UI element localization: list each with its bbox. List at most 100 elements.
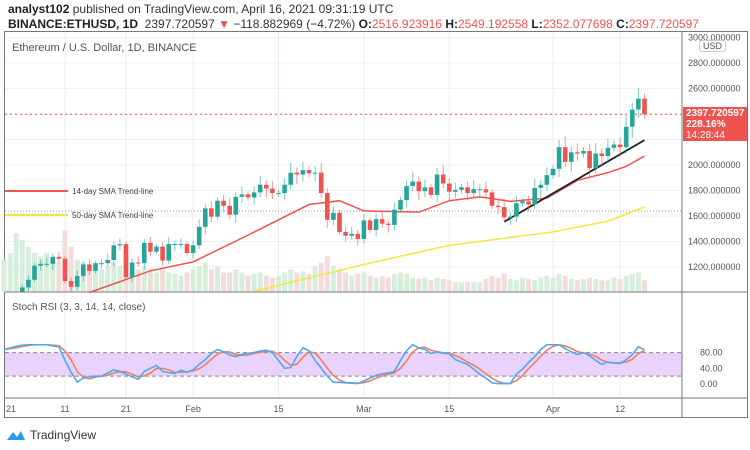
candle-body (495, 205, 501, 208)
candle-body (386, 223, 391, 225)
candle-body (318, 172, 324, 194)
volume-bar (398, 272, 403, 292)
tradingview-logo[interactable]: TradingView (6, 428, 96, 442)
candle-body (227, 205, 232, 215)
candle-body (62, 258, 68, 282)
volume-bar (13, 233, 19, 292)
candle-body (422, 187, 428, 192)
candle-body (593, 153, 598, 169)
stoch-band (5, 352, 682, 377)
candle (550, 165, 556, 179)
candle-body (392, 209, 397, 225)
candle (184, 241, 190, 256)
candle (282, 178, 287, 201)
volume-bar (330, 266, 336, 292)
volume-bar (1, 259, 7, 292)
candle-body (575, 152, 580, 154)
candle (343, 226, 348, 242)
candle (325, 188, 330, 228)
open-label: O: (358, 17, 372, 31)
price-tick-label: 1200.000000 (688, 262, 741, 272)
low-value: 2352.077698 (542, 17, 613, 31)
candle-body (251, 192, 257, 198)
candle-body (166, 244, 171, 261)
candle (111, 241, 117, 267)
candle-body (312, 172, 318, 174)
candle (239, 186, 245, 203)
candle (117, 238, 123, 251)
volume-bar (269, 277, 275, 292)
candle (129, 258, 135, 282)
candle-body (617, 144, 623, 148)
candle-body (367, 220, 373, 231)
change: −118.882969 (−4.72%) (233, 17, 356, 31)
low-label: L: (531, 17, 543, 31)
candle-body (562, 147, 568, 162)
volume-bar (288, 269, 294, 292)
candle-body (325, 193, 330, 220)
candle (630, 103, 635, 139)
candle-body (440, 174, 446, 184)
candle-body (93, 263, 98, 271)
volume-bar (105, 266, 111, 292)
candle-body (471, 189, 476, 194)
candle (556, 139, 562, 178)
symbol: BINANCE:ETHUSD, 1D (8, 17, 139, 31)
candle-body (599, 153, 605, 157)
candle-body (178, 244, 184, 246)
candle-body (544, 175, 550, 185)
brand-name: TradingView (30, 428, 97, 442)
candle (233, 192, 239, 223)
candle (373, 213, 379, 237)
candle (288, 163, 293, 190)
candle (355, 229, 361, 247)
candle-body (501, 207, 507, 218)
author[interactable]: analyst102 (8, 2, 70, 16)
candle (245, 190, 251, 201)
candle-body (99, 263, 104, 265)
price-tick-label: 2600.000000 (688, 84, 741, 94)
volume-bar (93, 269, 98, 292)
time-tick-label: 11 (60, 404, 69, 414)
candle-body (477, 189, 483, 191)
stoch-title: Stoch RSI (3, 3, 14, 14, close) (12, 302, 145, 313)
grid (5, 32, 682, 398)
candle (410, 172, 415, 191)
volume-bar (312, 266, 318, 292)
candle (318, 163, 324, 198)
candle-body (453, 189, 458, 192)
candle-body (105, 259, 110, 264)
volume-bar (379, 275, 385, 292)
stoch-d-line (3, 343, 645, 385)
volume-bar (428, 280, 434, 292)
volume-bar (391, 273, 397, 292)
candle (154, 243, 159, 255)
candle-body (87, 264, 92, 271)
price-tick-label: 1800.000000 (688, 186, 741, 196)
candle-body (203, 208, 208, 227)
candle (447, 178, 452, 201)
volume-bar (111, 262, 117, 292)
candle (50, 253, 56, 270)
candle (178, 238, 184, 249)
candle (300, 161, 306, 182)
volume-bar (623, 275, 629, 292)
sma14-label: 14-day SMA Trend-line (72, 187, 154, 196)
candle-body (68, 281, 74, 287)
candle (453, 182, 458, 198)
volume-bar (196, 266, 202, 292)
volume-bar (215, 266, 220, 292)
volume-bar (294, 272, 300, 292)
candle (190, 240, 196, 259)
currency-button[interactable]: USD (699, 40, 727, 52)
volume-bar (452, 282, 458, 292)
candle (26, 275, 31, 291)
candle-body (81, 264, 86, 276)
volume-bar (355, 273, 361, 292)
volume-bar (276, 275, 281, 292)
candle (105, 253, 110, 267)
volume-bar (233, 269, 239, 292)
candle (81, 261, 86, 282)
volume-bar (513, 280, 519, 292)
